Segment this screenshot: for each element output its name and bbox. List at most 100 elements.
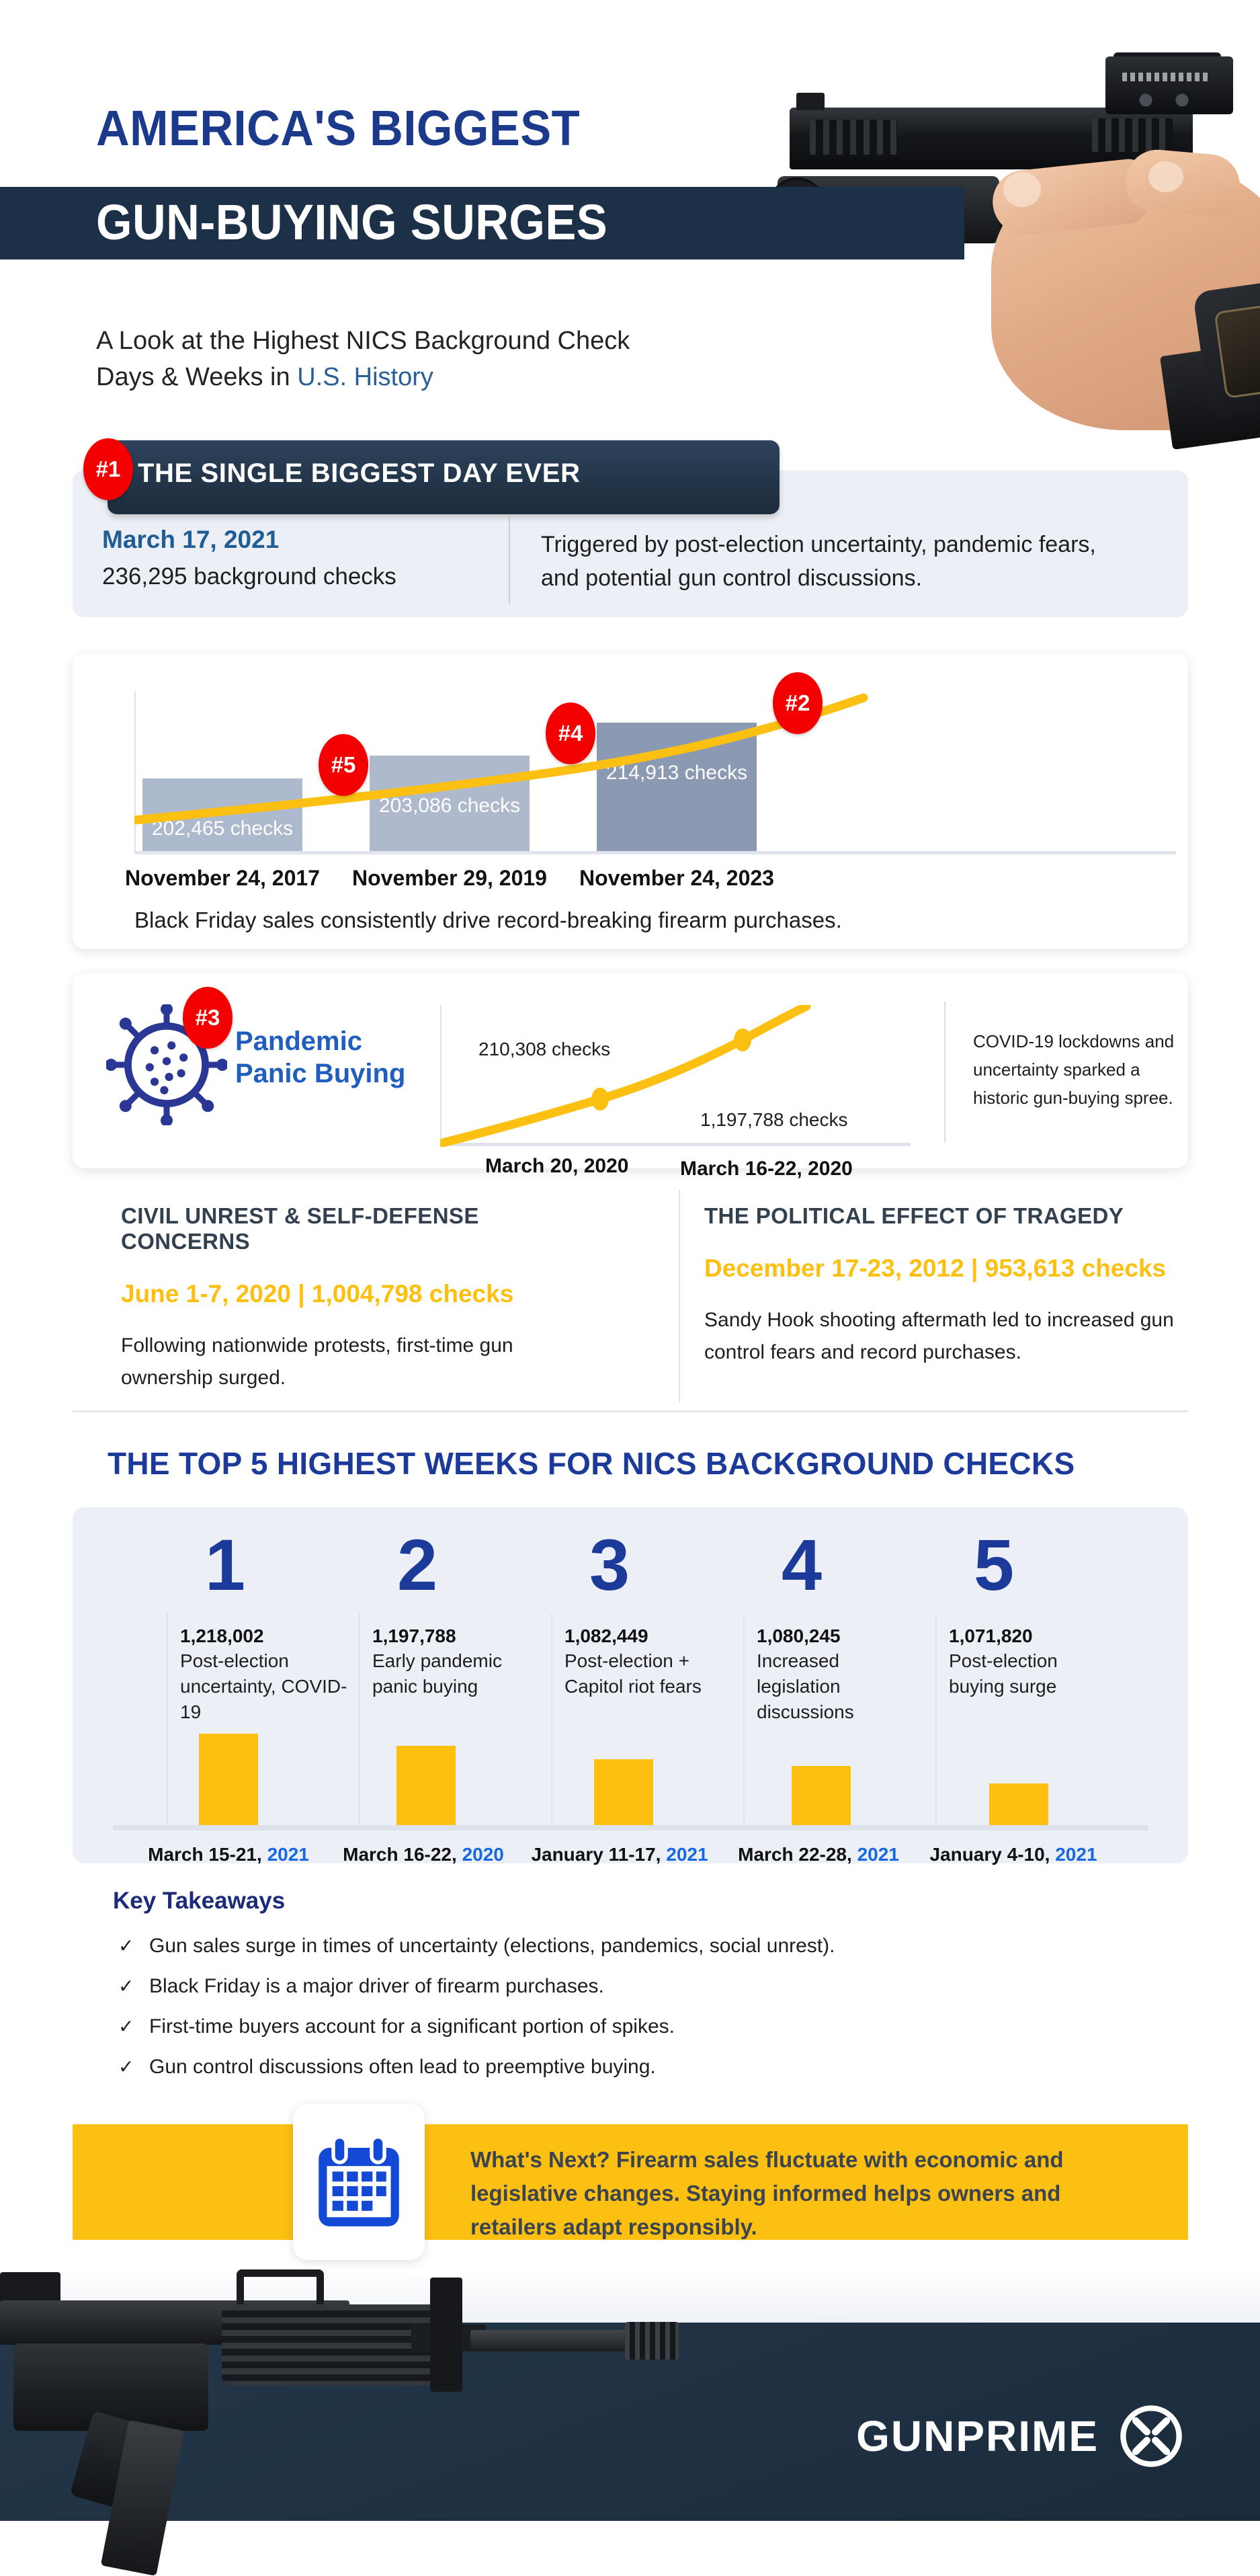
pandemic-point-1-date: March 20, 2020	[485, 1155, 629, 1177]
rank-badge-1: #1	[83, 438, 133, 500]
bf-bar-1: 203,086 checks	[370, 756, 530, 851]
biggest-day-description: Triggered by post-election uncertainty, …	[541, 532, 1096, 591]
pandemic-title-line-1: Pandemic	[235, 1027, 362, 1056]
top5-rank-1: 1	[204, 1524, 246, 1605]
bf-xlabel-1: November 29, 2019	[352, 866, 547, 890]
top5-x-axis	[113, 1825, 1148, 1830]
top5-date-4: March 22-28, 2021	[718, 1844, 919, 1865]
biggest-day-heading: The Single Biggest Day Ever	[138, 458, 581, 488]
top5-col-4: 4	[704, 1527, 899, 1603]
whats-next-banner	[73, 2124, 1188, 2240]
column-civil-unrest: Civil Unrest & Self-Defense Concerns Jun…	[121, 1203, 605, 1394]
top5-rank-2: 2	[396, 1524, 438, 1605]
top5-date-5-main: January 4-10,	[929, 1844, 1056, 1865]
pandemic-title-line-2: Panic Buying	[235, 1059, 406, 1088]
bf-bar-1-label: 203,086 checks	[378, 795, 521, 817]
bf-x-axis	[134, 851, 1176, 854]
pandemic-line-chart	[440, 1005, 811, 1148]
title-line-1: America's Biggest	[96, 100, 581, 156]
top5-desc-2: Early pandemic panic buying	[372, 1650, 502, 1697]
top5-rank-4: 4	[781, 1524, 823, 1605]
top5-date-5: January 4-10, 2021	[913, 1844, 1114, 1865]
key-takeaway-item-2: Black Friday is a major driver of firear…	[149, 1975, 604, 1997]
top5-value-2: 1,197,788	[372, 1625, 456, 1646]
bf-bar-0-label: 202,465 checks	[151, 817, 294, 840]
rank-badge-2: #2	[773, 672, 823, 734]
top5-value-4: 1,080,245	[757, 1625, 841, 1646]
bf-bar-0: 202,465 checks	[142, 778, 302, 851]
calendar-icon	[319, 2135, 399, 2226]
whats-next-text: What's Next? Firearm sales fluctuate wit…	[470, 2147, 1064, 2239]
rank-badge-5: #5	[319, 734, 368, 796]
top5-col-5: 5	[896, 1527, 1091, 1603]
check-icon: ✓	[118, 1935, 134, 1956]
crosshair-circle-icon	[1120, 2405, 1182, 2467]
pandemic-title: Pandemic Panic Buying	[235, 1025, 417, 1090]
column-1-heading: The Political Effect of Tragedy	[704, 1203, 1124, 1228]
top5-date-4-main: March 22-28,	[738, 1844, 857, 1865]
pandemic-card	[73, 973, 1188, 1168]
top5-desc-4: Increased legislation discussions	[757, 1650, 854, 1722]
subtitle-line-2-plain: Days & Weeks in	[96, 363, 298, 391]
rank-badge-3: #3	[183, 987, 233, 1049]
rifle-photo	[0, 2265, 753, 2576]
top5-bar-3	[594, 1759, 653, 1825]
biggest-day-header-pill	[108, 440, 780, 514]
top5-date-1-main: March 15-21,	[148, 1844, 267, 1865]
top5-desc-3: Post-election + Capitol riot fears	[564, 1650, 702, 1697]
top5-date-5-year: 2021	[1055, 1844, 1097, 1865]
top5-bar-5	[989, 1783, 1048, 1825]
bf-y-axis	[134, 691, 136, 854]
top5-date-3-main: January 11-17,	[531, 1844, 667, 1865]
top5-rank-5: 5	[973, 1524, 1015, 1605]
subtitle-line-2: Days & Weeks in U.S. History	[96, 359, 734, 395]
divider	[944, 1002, 946, 1143]
subtitle-line-1: A Look at the Highest NICS Background Ch…	[96, 327, 630, 355]
section-divider	[73, 1410, 1188, 1412]
top5-value-5: 1,071,820	[949, 1625, 1033, 1646]
pandemic-point-2-date: March 16-22, 2020	[680, 1158, 853, 1180]
pandemic-point-2-label: 1,197,788 checks	[700, 1109, 848, 1130]
top5-desc-1: Post-election uncertainty, COVID-19	[180, 1650, 347, 1722]
top5-date-2: March 16-22, 2020	[323, 1844, 524, 1865]
subtitle: A Look at the Highest NICS Background Ch…	[96, 323, 734, 395]
brand-logo[interactable]: GUNPRIME	[856, 2401, 1186, 2471]
top5-date-1-year: 2021	[267, 1844, 309, 1865]
column-political-effect: The Political Effect of Tragedy December…	[704, 1203, 1188, 1369]
pandemic-description: COVID-19 lockdowns and uncertainty spark…	[973, 1031, 1175, 1108]
key-takeaway-item-3: First-time buyers account for a signific…	[149, 2015, 675, 2038]
top5-rank-3: 3	[589, 1524, 630, 1605]
top5-bar-4	[792, 1766, 851, 1825]
top5-date-4-year: 2021	[857, 1844, 899, 1865]
biggest-day-stats: March 17, 2021 236,295 background checks	[102, 526, 478, 590]
top5-col-2: 2	[320, 1527, 515, 1603]
key-takeaways-title: Key Takeaways	[113, 1888, 286, 1914]
hero-section: America's Biggest Gun-Buying Surges A Lo…	[0, 0, 1260, 450]
pandemic-point-1-label: 210,308 checks	[478, 1039, 611, 1059]
subtitle-link-us-history[interactable]: U.S. History	[297, 363, 433, 391]
bf-bar-2: 214,913 checks	[597, 723, 757, 851]
top5-col-3: 3	[512, 1527, 707, 1603]
top5-col-1: 1	[128, 1527, 323, 1603]
column-1-highlight: December 17-23, 2012 | 953,613 checks	[704, 1254, 1167, 1282]
column-0-body: Following nationwide protests, first-tim…	[121, 1334, 513, 1389]
top5-bar-2	[396, 1746, 456, 1825]
bf-bar-2-label: 214,913 checks	[605, 762, 748, 784]
top5-date-2-year: 2020	[462, 1844, 504, 1865]
pandemic-x-axis	[440, 1143, 911, 1146]
key-takeaway-item-1: Gun sales surge in times of uncertainty …	[149, 1935, 835, 1957]
top5-bar-1	[199, 1734, 258, 1825]
title-band	[0, 187, 964, 259]
title-line-2: Gun-Buying Surges	[96, 194, 608, 250]
bf-xlabel-2: November 24, 2023	[579, 866, 774, 890]
top5-value-1: 1,218,002	[180, 1625, 264, 1646]
column-1-body: Sandy Hook shooting aftermath led to inc…	[704, 1309, 1174, 1363]
top5-title: The Top 5 Highest Weeks for NICS Backgro…	[108, 1446, 1075, 1481]
check-icon: ✓	[118, 1976, 134, 1997]
column-0-highlight: June 1-7, 2020 | 1,004,798 checks	[121, 1280, 514, 1307]
divider	[509, 518, 510, 604]
top5-date-3: January 11-17, 2021	[519, 1844, 720, 1865]
biggest-day-checks: 236,295 background checks	[102, 563, 396, 590]
top5-date-1: March 15-21, 2021	[128, 1844, 329, 1865]
